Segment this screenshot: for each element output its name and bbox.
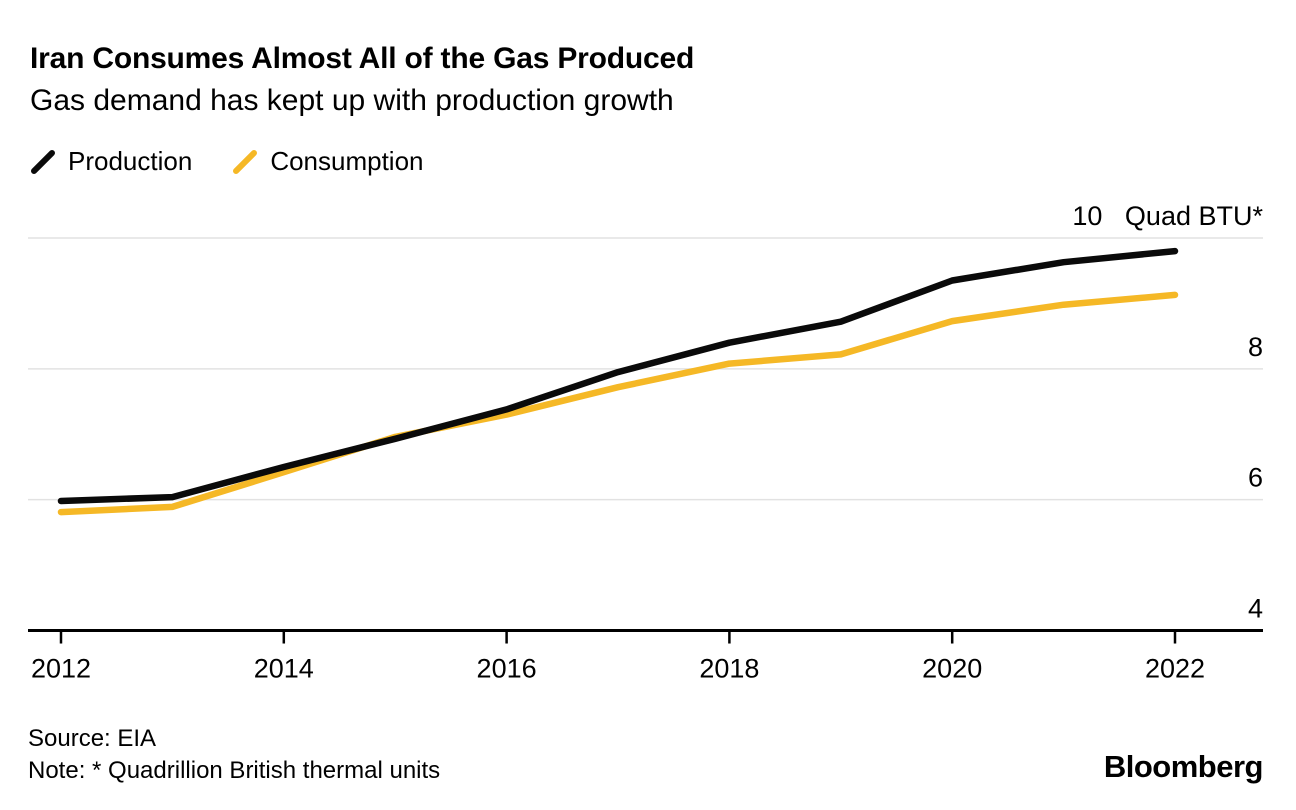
- svg-text:2022: 2022: [1145, 654, 1205, 684]
- legend-item-production: Production: [30, 146, 192, 177]
- production-line-swatch-icon: [31, 149, 55, 174]
- legend: Production Consumption: [30, 146, 424, 177]
- chart-title: Iran Consumes Almost All of the Gas Prod…: [30, 42, 695, 75]
- chart-subtitle: Gas demand has kept up with production g…: [30, 84, 674, 117]
- svg-text:10 Quad BTU*: 10 Quad BTU*: [1072, 201, 1263, 231]
- bloomberg-logo: Bloomberg: [1103, 749, 1264, 784]
- svg-text:2016: 2016: [477, 654, 537, 684]
- consumption-line-swatch-icon: [233, 149, 258, 174]
- svg-text:6: 6: [1248, 463, 1263, 493]
- legend-label-production: Production: [68, 146, 193, 176]
- svg-text:4: 4: [1248, 594, 1263, 624]
- svg-text:2012: 2012: [31, 654, 91, 684]
- svg-text:8: 8: [1248, 332, 1263, 362]
- legend-item-consumption: Consumption: [232, 146, 424, 177]
- svg-text:2020: 2020: [922, 654, 982, 684]
- source-text: Source: EIA: [28, 725, 157, 752]
- svg-text:2018: 2018: [699, 654, 759, 684]
- legend-label-consumption: Consumption: [270, 146, 424, 176]
- svg-text:2014: 2014: [254, 654, 314, 684]
- footnote-text: Note: * Quadrillion British thermal unit…: [28, 757, 441, 784]
